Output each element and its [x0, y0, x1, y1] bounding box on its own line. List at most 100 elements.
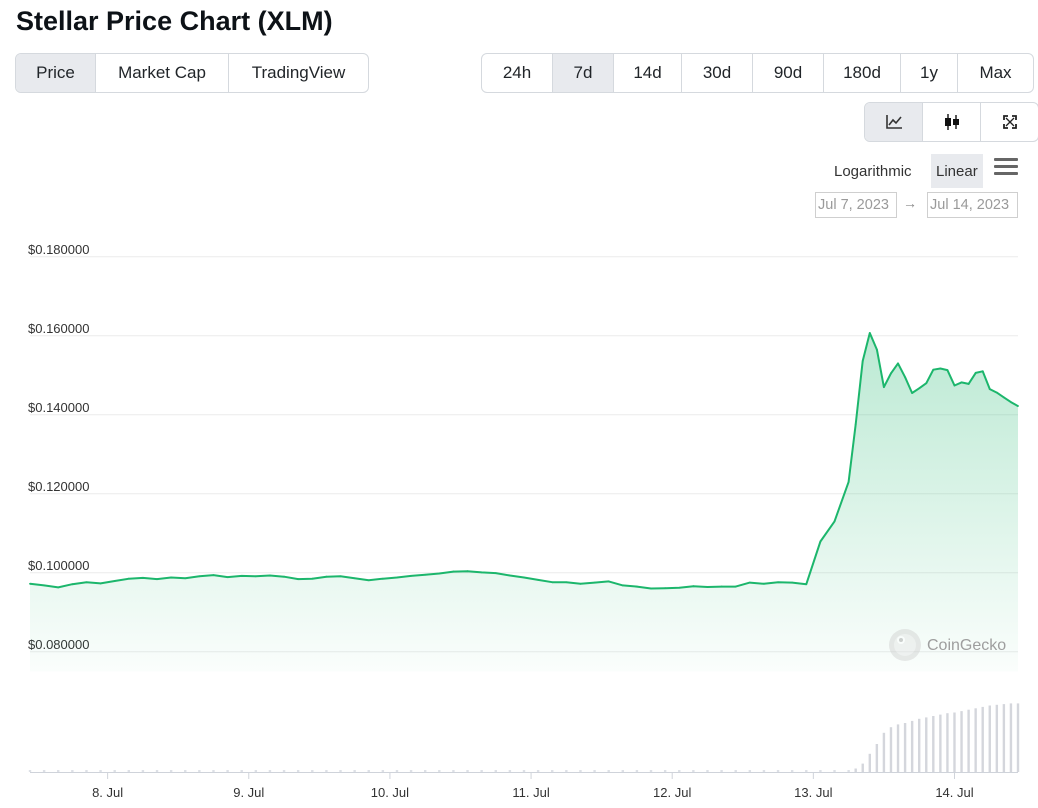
volume-bar	[903, 723, 907, 772]
volume-bar	[127, 770, 130, 772]
price-area	[30, 333, 1018, 672]
tab-market-cap[interactable]: Market Cap	[96, 54, 229, 92]
volume-bar	[960, 711, 963, 772]
price-point	[212, 574, 215, 577]
price-point	[396, 576, 398, 579]
volume-bar	[621, 770, 624, 772]
volume-bar	[790, 770, 794, 772]
range-1y[interactable]: 1y	[901, 54, 958, 92]
candlestick-button[interactable]	[923, 103, 981, 141]
line-chart-icon	[885, 115, 902, 129]
y-tick-label: $0.140000	[28, 400, 89, 415]
volume-bar	[85, 770, 88, 772]
volume-bars	[28, 703, 1020, 772]
price-point	[325, 575, 328, 578]
volume-bar	[254, 770, 258, 772]
volume-bar	[169, 770, 173, 772]
volume-bar	[967, 709, 970, 772]
volume-bar	[1009, 703, 1013, 772]
tab-price[interactable]: Price	[16, 54, 96, 92]
price-point	[1010, 401, 1012, 404]
price-point	[932, 368, 935, 371]
price-point	[142, 576, 144, 579]
price-point	[71, 583, 74, 586]
scale-logarithmic[interactable]: Logarithmic	[834, 162, 912, 180]
price-point	[424, 573, 427, 576]
volume-bar	[762, 770, 766, 772]
volume-bar	[395, 770, 399, 772]
price-point	[113, 580, 116, 582]
volume-bar	[494, 770, 497, 772]
volume-bar	[353, 770, 356, 772]
volume-bar	[833, 770, 836, 772]
price-area-fill	[30, 333, 1018, 672]
range-7d[interactable]: 7d	[553, 54, 614, 92]
price-point	[537, 578, 540, 581]
price-point	[198, 575, 201, 578]
price-point	[297, 578, 300, 580]
price-point	[650, 587, 652, 590]
volume-bar	[692, 770, 695, 772]
volume-bar	[889, 727, 893, 772]
page-title: Stellar Price Chart (XLM)	[16, 6, 333, 36]
price-point	[494, 572, 497, 575]
volume-bar	[946, 713, 949, 772]
date-from-input[interactable]: Jul 7, 2023	[815, 192, 897, 218]
y-tick-label: $0.180000	[28, 242, 89, 257]
price-point	[29, 582, 31, 585]
price-point	[777, 581, 779, 584]
volume-bar	[882, 732, 886, 772]
price-point	[636, 585, 638, 588]
chart-type-toggle	[864, 102, 1038, 142]
volume-bar	[579, 770, 582, 772]
line-chart-button[interactable]	[865, 103, 923, 141]
volume-bar	[141, 770, 145, 772]
fullscreen-button[interactable]	[981, 103, 1038, 141]
price-point	[988, 388, 991, 390]
volume-bar	[282, 770, 286, 772]
price-point	[593, 581, 596, 584]
price-point	[911, 392, 914, 394]
range-max[interactable]: Max	[979, 63, 1012, 82]
volume-bar	[226, 770, 229, 772]
volume-bar	[184, 770, 187, 772]
price-point	[847, 481, 850, 483]
volume-bar	[113, 770, 116, 772]
menu-icon[interactable]	[994, 158, 1018, 176]
price-point	[156, 578, 158, 580]
price-point	[904, 376, 906, 379]
price-point	[763, 582, 765, 585]
volume-bar	[974, 708, 977, 772]
price-point	[339, 575, 342, 578]
volume-bar	[720, 770, 723, 772]
x-tick-label: 11. Jul	[512, 785, 549, 800]
coingecko-watermark: CoinGecko	[889, 629, 1006, 661]
date-range-arrow: →	[903, 195, 917, 211]
volume-bar	[452, 770, 455, 772]
watermark-text: CoinGecko	[927, 637, 1006, 654]
range-30d[interactable]: 30d	[682, 54, 753, 92]
y-tick-label: $0.160000	[28, 321, 89, 336]
volume-bar	[367, 770, 370, 772]
price-point	[1002, 396, 1005, 399]
price-point	[925, 382, 928, 385]
volume-bar	[678, 770, 681, 772]
volume-bar	[565, 770, 568, 772]
range-24h[interactable]: 24h	[482, 54, 553, 92]
volume-bar	[819, 770, 822, 772]
date-to-input[interactable]: Jul 14, 2023	[927, 192, 1018, 218]
price-point	[748, 581, 751, 584]
scale-linear[interactable]: Linear	[931, 154, 983, 188]
range-tabs: 24h 7d 14d 30d 90d 180d 1y Max	[481, 53, 1034, 93]
price-point	[226, 576, 229, 578]
volume-bar	[847, 770, 850, 772]
range-14d[interactable]: 14d	[614, 54, 682, 92]
price-point	[960, 381, 963, 384]
price-point	[953, 384, 956, 387]
range-180d[interactable]: 180d	[824, 54, 901, 92]
range-90d[interactable]: 90d	[753, 54, 824, 92]
volume-bar	[1016, 703, 1020, 772]
volume-bar	[212, 770, 215, 772]
volume-bar	[424, 770, 427, 772]
tab-tradingview[interactable]: TradingView	[251, 63, 346, 82]
